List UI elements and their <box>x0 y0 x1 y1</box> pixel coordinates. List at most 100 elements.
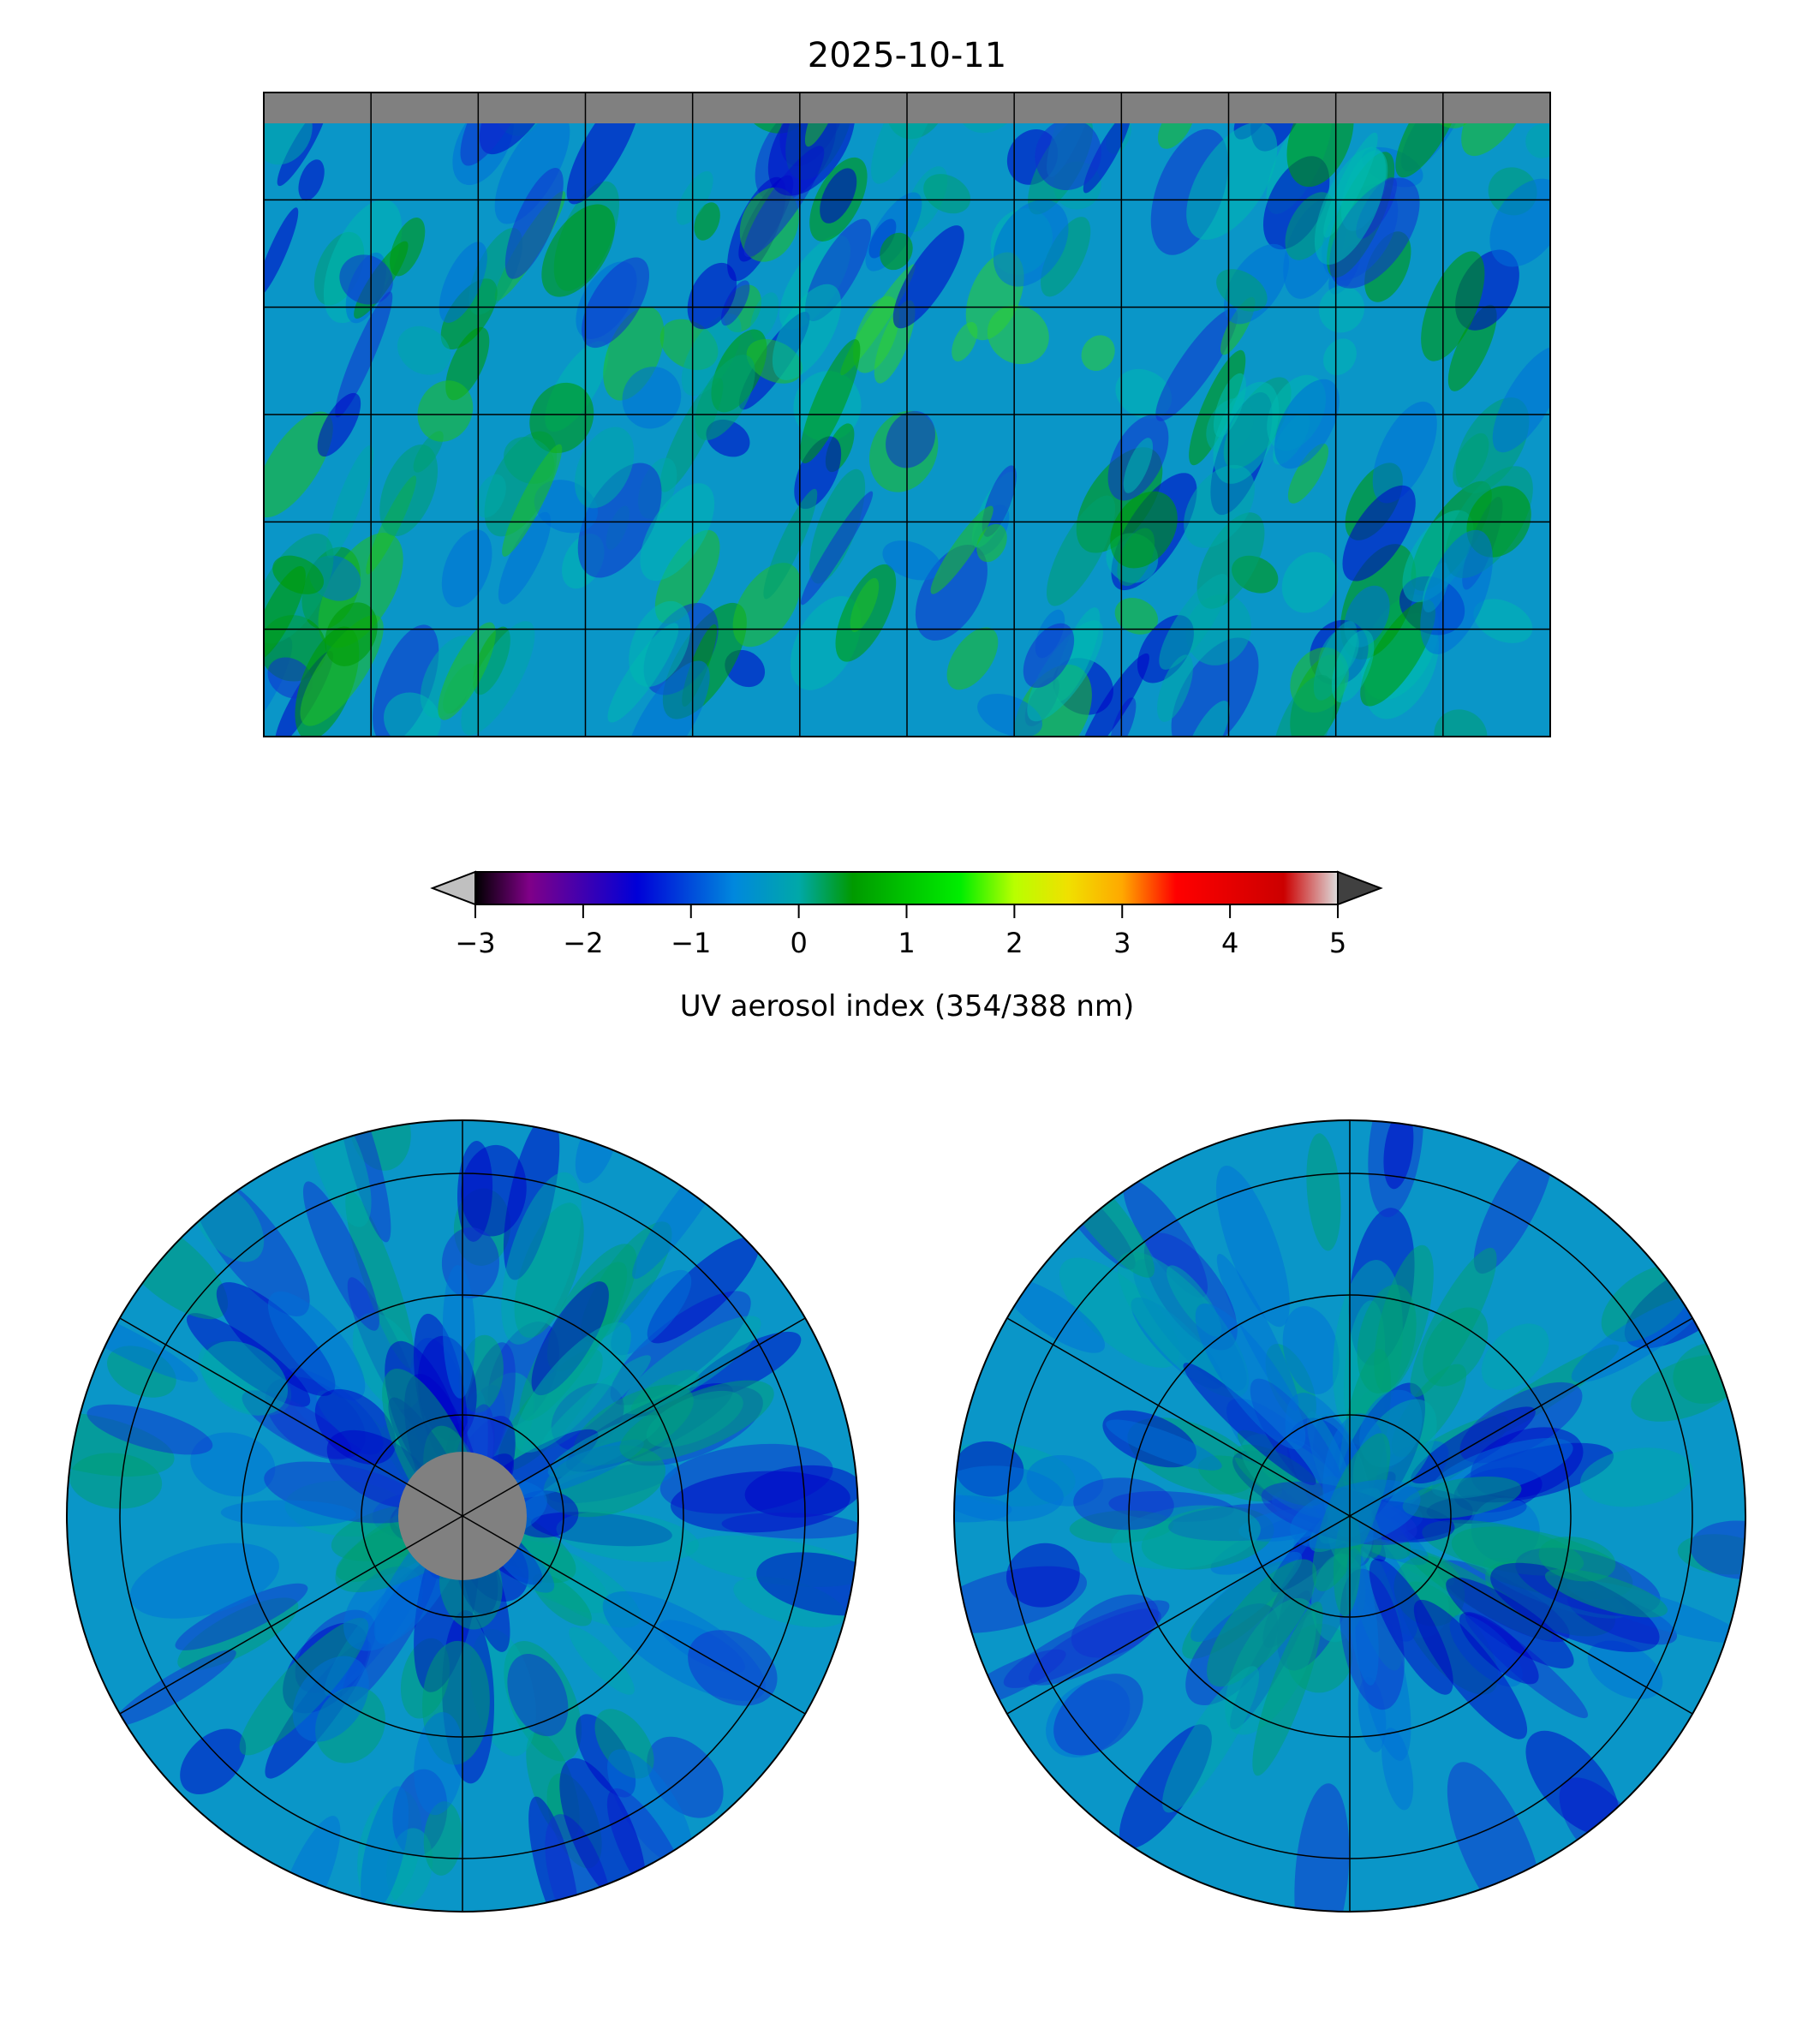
data-patch <box>681 313 742 397</box>
data-patch <box>688 1630 778 1706</box>
data-patch <box>1360 599 1435 707</box>
data-patch <box>302 1181 379 1331</box>
data-patch <box>1081 335 1115 372</box>
data-patch <box>545 1814 615 1912</box>
data-patch <box>619 1380 774 1462</box>
data-patch <box>882 540 941 581</box>
data-patch <box>442 1264 475 1399</box>
meridian-line <box>1006 1515 1351 1715</box>
data-patch <box>1331 630 1375 703</box>
data-patch <box>556 1511 699 1562</box>
data-patch <box>1041 217 1091 297</box>
data-patch <box>267 1291 366 1400</box>
data-patch <box>1207 1559 1317 1687</box>
data-patch <box>1459 1612 1539 1685</box>
data-patch <box>1281 552 1338 613</box>
data-patch <box>1184 464 1255 548</box>
data-patch <box>569 1626 635 1695</box>
data-patch <box>457 1141 493 1242</box>
colorbar-tick-label: 0 <box>790 927 807 959</box>
data-patch <box>799 339 861 463</box>
data-patch <box>1003 1600 1170 1688</box>
data-patch <box>1489 178 1550 267</box>
data-patch <box>886 410 935 468</box>
data-patch <box>335 291 393 418</box>
data-patch <box>514 1439 644 1498</box>
data-patch <box>695 355 755 440</box>
data-patch <box>87 1404 213 1455</box>
data-patch <box>1287 443 1329 504</box>
data-patch <box>1369 1558 1453 1695</box>
data-patch <box>384 692 441 737</box>
data-patch <box>1374 1244 1434 1393</box>
data-patch <box>1186 122 1278 240</box>
data-patch <box>1473 599 1533 643</box>
data-patch <box>1571 1294 1706 1383</box>
data-patch <box>175 1583 308 1650</box>
global-map <box>263 92 1551 737</box>
data-patch <box>1027 620 1104 722</box>
colorbar-tick-label: 3 <box>1113 927 1131 959</box>
data-patch <box>892 225 964 329</box>
data-patch <box>1453 433 1489 488</box>
data-patch <box>622 367 682 429</box>
meridian-line <box>462 1515 806 1715</box>
data-patch <box>1587 1640 1663 1699</box>
data-patch <box>1342 485 1416 582</box>
data-patch <box>1162 1666 1260 1813</box>
data-patch <box>1329 177 1420 289</box>
data-patch <box>1544 1568 1668 1618</box>
data-patch <box>531 1281 609 1396</box>
data-patch <box>611 1269 692 1356</box>
data-patch <box>1213 381 1280 484</box>
data-patch <box>397 325 451 375</box>
data-patch <box>1046 495 1116 606</box>
data-patch <box>1525 123 1550 158</box>
data-patch <box>414 1712 464 1816</box>
data-patch <box>325 445 373 558</box>
data-patch <box>1252 1602 1323 1776</box>
data-patch <box>1402 1477 1522 1519</box>
data-patch <box>1314 146 1387 266</box>
data-patch <box>1155 308 1238 421</box>
colorbar-tick-label: −1 <box>671 927 711 959</box>
data-patch <box>694 202 720 241</box>
data-patch <box>1322 338 1357 376</box>
data-patch <box>1525 1730 1620 1835</box>
data-patch <box>1106 1419 1222 1471</box>
data-patch <box>1195 1303 1306 1450</box>
data-patch <box>720 280 750 326</box>
data-patch <box>1023 623 1075 689</box>
data-patch <box>1579 1447 1694 1507</box>
data-patch <box>504 167 564 279</box>
colorbar-over-extension <box>1337 870 1383 906</box>
data-patch <box>1171 637 1259 737</box>
data-patch <box>201 1340 289 1416</box>
data-patch <box>1690 1520 1745 1580</box>
data-patch <box>923 174 971 214</box>
data-patch <box>461 621 535 736</box>
colorbar-label: UV aerosol index (354/388 nm) <box>680 989 1135 1023</box>
data-patch <box>676 170 713 225</box>
data-patch <box>756 1552 858 1616</box>
data-patch <box>379 445 439 537</box>
colorbar-tick-label: 4 <box>1221 927 1238 959</box>
data-patch <box>1274 379 1340 469</box>
data-patch <box>317 392 361 457</box>
data-patch <box>1420 529 1493 654</box>
data-patch <box>1110 697 1137 737</box>
data-patch <box>640 483 715 582</box>
data-patch <box>438 622 496 720</box>
data-patch <box>1080 653 1149 737</box>
data-patch <box>1490 1562 1660 1652</box>
data-patch <box>1434 709 1488 737</box>
data-patch <box>1053 1674 1143 1756</box>
colorbar: −3 −2 −1 0 1 2 3 4 5 UV aerosol index (354/388 n… <box>430 870 1383 1023</box>
data-patch <box>1381 1728 1414 1811</box>
data-patch <box>850 577 880 632</box>
data-patch <box>69 1453 163 1509</box>
data-patch <box>529 382 594 454</box>
data-patch <box>689 1331 802 1400</box>
colorbar-tick-label: 5 <box>1329 927 1346 959</box>
